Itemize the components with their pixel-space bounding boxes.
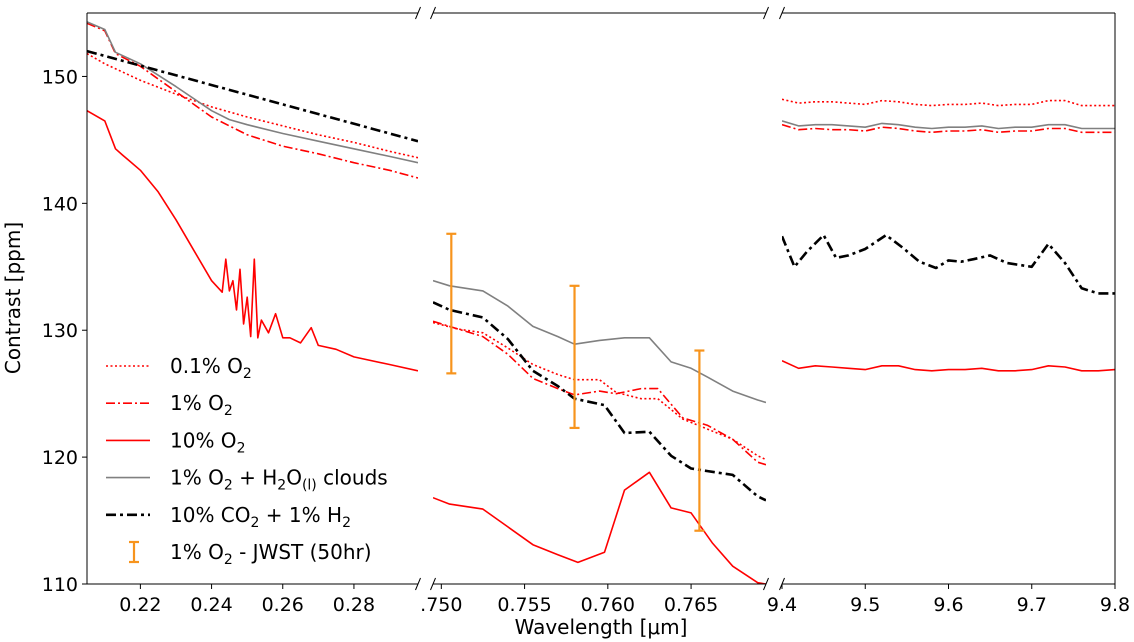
x-tick-label: .750 <box>420 594 462 616</box>
legend-entry-6: 1% O2​ - JWST (50hr) <box>129 540 372 568</box>
series-line-5-uv <box>87 49 418 143</box>
series-line-5-oxygen-a <box>433 301 766 502</box>
x-axis-title: Wavelength [μm] <box>515 615 688 639</box>
series-line-2-9-micron <box>782 123 1115 134</box>
legend-label: 1% O2​ + H2​O(l)​ clouds <box>170 466 388 494</box>
panel-9-micron-series <box>782 98 1115 372</box>
legend-subscript: 2 <box>224 478 233 494</box>
series-layer <box>87 21 1115 584</box>
legend-label: 0.1% O2​ <box>170 354 252 382</box>
y-tick-label: 140 <box>42 193 78 215</box>
legend-text-part: 1% O <box>170 391 224 415</box>
axis-break-mark <box>430 6 436 20</box>
y-axis-title: Contrast [ppm] <box>1 222 25 374</box>
series-line-2-oxygen-a <box>433 320 766 466</box>
axis-break-mark <box>415 577 421 591</box>
series-line-2-uv <box>87 22 418 179</box>
series-line-1-uv <box>87 52 418 159</box>
series-line-3-9-micron <box>782 359 1115 372</box>
legend-label: 1% O2​ <box>170 391 233 419</box>
series-line-1-oxygen-a <box>433 321 766 461</box>
y-tick-label: 110 <box>42 574 78 596</box>
axis-break-mark <box>430 577 436 591</box>
series-line-3-oxygen-a <box>433 471 766 584</box>
legend-text-part: 10% CO <box>170 503 251 527</box>
x-tick-label: 9.7 <box>1017 594 1047 616</box>
panel-oxygen-a-series <box>433 279 766 584</box>
errorbar-point <box>569 284 580 430</box>
frame-layer <box>86 6 1116 591</box>
axis-break-mark <box>779 6 785 20</box>
legend-subscript: 2 <box>237 440 246 456</box>
legend-subscript: 2 <box>243 366 252 382</box>
legend-subscript: 2 <box>224 552 233 568</box>
y-tick-label: 130 <box>42 320 78 342</box>
legend-text-part: + 1% H <box>259 503 342 527</box>
series-line-3-uv <box>87 110 418 372</box>
legend-label: 10% CO2​ + 1% H2​ <box>170 503 351 531</box>
series-line-1-9-micron <box>782 98 1115 107</box>
legend-text-part: 1% O <box>170 466 224 490</box>
series-line-4-9-micron <box>782 120 1115 130</box>
errorbar-point <box>694 349 705 532</box>
errorbar-point <box>446 232 457 375</box>
x-tick-label: 9.6 <box>933 594 963 616</box>
series-line-4-oxygen-a <box>433 279 766 404</box>
legend-subscript: 2 <box>251 515 260 531</box>
legend-text-part: + H <box>233 466 278 490</box>
axis-break-mark <box>415 6 421 20</box>
x-tick-label: 0.26 <box>262 594 304 616</box>
legend-label: 1% O2​ - JWST (50hr) <box>170 540 372 568</box>
legend-subscript: (l) <box>302 478 317 494</box>
legend-text-part: 10% O <box>170 428 237 452</box>
x-tick-label: 0.22 <box>119 594 161 616</box>
y-tick-label: 150 <box>42 66 78 88</box>
series-line-5-9-micron <box>782 233 1115 295</box>
x-tick-label: 9.5 <box>850 594 880 616</box>
legend-text-part: 1% O <box>170 540 224 564</box>
legend-entry-1: 0.1% O2​ <box>106 354 252 382</box>
x-tick-label: 9.8 <box>1100 594 1130 616</box>
legend-text-part: clouds <box>317 466 388 490</box>
axis-break-mark <box>763 577 769 591</box>
panel-uv-series <box>87 21 418 372</box>
x-tick-label: 0.24 <box>190 594 232 616</box>
legend-entry-4: 1% O2​ + H2​O(l)​ clouds <box>106 466 388 494</box>
legend-entry-3: 10% O2​ <box>106 428 245 456</box>
legend-subscript: 2 <box>342 515 351 531</box>
x-tick-label: 0.760 <box>581 594 635 616</box>
legend-entry-5: 10% CO2​ + 1% H2​ <box>106 503 351 531</box>
legend-text-part: 0.1% O <box>170 354 243 378</box>
legend: 0.1% O2​ 1% O2​ 10% O2​ 1% O2​ + H2​O(l)​ c… <box>106 354 388 568</box>
legend-subscript: 2 <box>224 403 233 419</box>
legend-text-part: O <box>286 466 302 490</box>
legend-text-part: - JWST (50hr) <box>233 540 372 564</box>
y-tick-label: 120 <box>42 447 78 469</box>
x-tick-label: 0.755 <box>497 594 551 616</box>
legend-label: 10% O2​ <box>170 428 245 456</box>
axis-break-mark <box>763 6 769 20</box>
legend-entry-2: 1% O2​ <box>106 391 233 419</box>
x-tick-label: 0.765 <box>664 594 718 616</box>
x-tick-label: 0.28 <box>333 594 375 616</box>
x-tick-label: 9.4 <box>767 594 797 616</box>
legend-subscript: 2 <box>277 478 286 494</box>
series-line-4-uv <box>87 21 418 164</box>
tick-layer: 0.22 0.24 0.26 0.28 .750 0.755 0.760 0.765 9.4 9.… <box>42 66 1130 616</box>
